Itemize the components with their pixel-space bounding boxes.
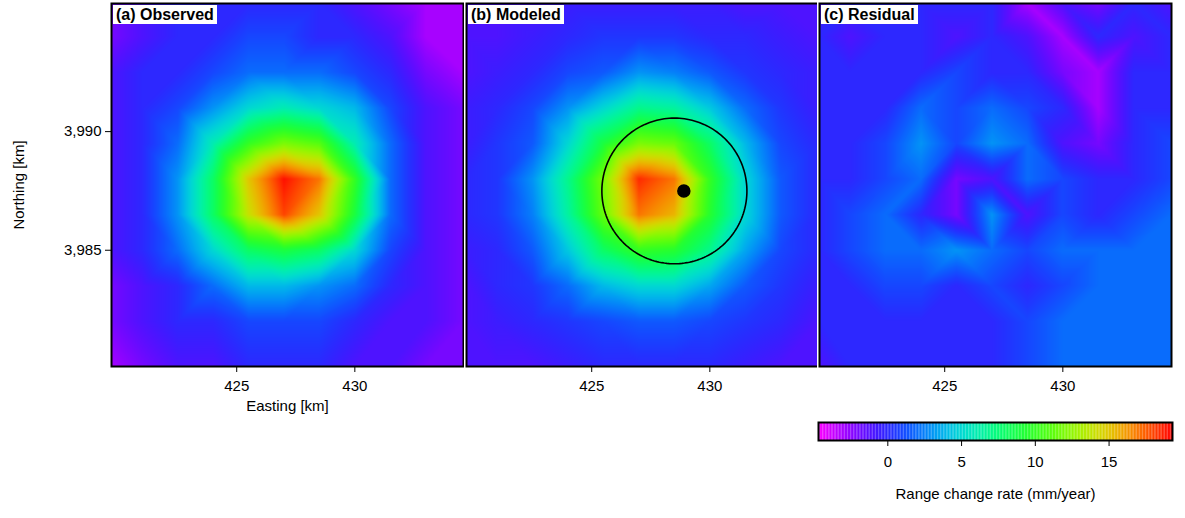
svg-text:5: 5 [957,453,965,470]
svg-text:425: 425 [224,377,249,394]
svg-text:0: 0 [884,453,892,470]
svg-text:430: 430 [1050,377,1075,394]
svg-text:15: 15 [1101,453,1118,470]
svg-text:Northing [km]: Northing [km] [10,140,27,229]
html-text:(a) Observed: (a) Observed [116,6,214,23]
html-text:(c) Residual: (c) Residual [824,6,915,23]
html-text:(b) Modeled: (b) Modeled [471,6,561,23]
svg-text:Range change rate (mm/year): Range change rate (mm/year) [895,485,1095,502]
svg-text:10: 10 [1027,453,1044,470]
svg-text:Easting [km]: Easting [km] [246,397,329,414]
svg-text:425: 425 [579,377,604,394]
svg-text:430: 430 [697,377,722,394]
svg-text:3,990: 3,990 [64,122,102,139]
svg-text:3,985: 3,985 [64,241,102,258]
svg-text:425: 425 [932,377,957,394]
svg-text:430: 430 [342,377,367,394]
